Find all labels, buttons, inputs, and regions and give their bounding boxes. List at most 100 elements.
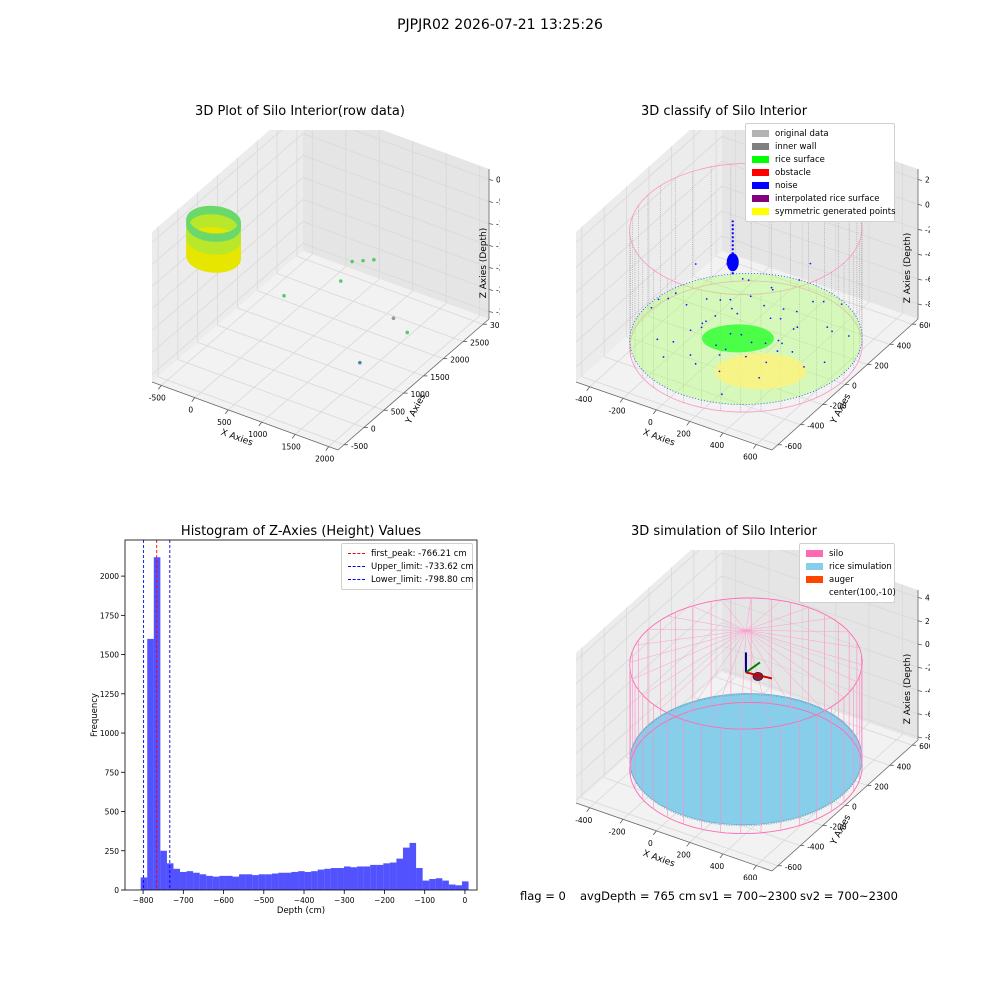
- silo-roof-line: [745, 597, 752, 631]
- legend-item-symmetric-generated-points: symmetric generated points: [752, 205, 896, 218]
- histogram-bar: [239, 874, 246, 890]
- ring-points: [186, 213, 241, 245]
- noise-cluster: [726, 253, 739, 272]
- x-tick-label: 200: [677, 850, 692, 859]
- y-tick-label: 200: [874, 782, 889, 791]
- silo-roof-line: [745, 607, 809, 631]
- y-gridline: [276, 273, 464, 342]
- noise-point: [674, 292, 677, 295]
- histogram-bar: [317, 869, 325, 890]
- z-gridline: [575, 185, 723, 318]
- legend-label: obstacle: [775, 167, 811, 178]
- y-tick-label: 500: [105, 808, 120, 817]
- x-tick-mark: [586, 807, 591, 813]
- noise-point: [714, 315, 717, 317]
- silo-roof-line: [692, 605, 747, 631]
- x-direction-arrow: [745, 671, 773, 680]
- y-tick-label: 1500: [430, 373, 449, 382]
- z-tick-label: 200: [925, 617, 930, 626]
- noise-point: [823, 361, 826, 364]
- x-tick-label: 0: [648, 418, 653, 427]
- x-tick-label: 1500: [282, 442, 301, 451]
- histogram-bar: [337, 868, 344, 890]
- noise-point: [822, 300, 825, 303]
- x-tick-label: −200: [374, 896, 395, 905]
- noise-point: [781, 342, 783, 345]
- rice-surface-dense: [701, 324, 774, 353]
- noise-point: [741, 277, 744, 280]
- noise-point: [736, 312, 739, 315]
- silo-roof-line: [745, 629, 860, 649]
- histogram-bar: [140, 877, 148, 890]
- outlier-point: [405, 330, 410, 335]
- silo-roof-line: [710, 630, 747, 727]
- outlier-point: [361, 258, 365, 263]
- x-tick-mark: [619, 398, 624, 403]
- silo-roof-line: [745, 630, 800, 722]
- histogram-bar: [225, 875, 233, 890]
- x-tick-label: −300: [334, 896, 355, 905]
- noise-point: [764, 342, 767, 345]
- z-tick-mark: [917, 204, 923, 206]
- histogram-bar: [304, 871, 312, 890]
- x-tick-mark: [325, 446, 330, 451]
- x-tick-label: 200: [677, 429, 692, 438]
- x-tick-mark: [157, 385, 162, 390]
- y-tick-label: 400: [897, 762, 912, 771]
- y-tick-label: 750: [105, 768, 120, 777]
- legend-label: center(100,-10): [829, 587, 896, 598]
- panel3-title: Histogram of Z-Axies (Height) Values: [180, 524, 422, 539]
- noise-point: [779, 317, 782, 320]
- y-tick-label: 0: [852, 803, 857, 812]
- depth-histogram: −800 −700 −600 −500 −400 −300 −200 −100 0 0 250 500…: [90, 539, 478, 916]
- z-tick-label: 0: [496, 176, 500, 185]
- legend-swatch: [752, 195, 769, 202]
- legend-line: [348, 566, 365, 567]
- silo-roof-line: [667, 615, 747, 631]
- silo-roof-line: [659, 630, 747, 710]
- z-tick-label: -600: [925, 275, 930, 284]
- x-tick-mark: [653, 409, 657, 415]
- legend-swatch: [752, 208, 769, 215]
- z-tick-mark: [917, 303, 923, 306]
- x-tick-label: −400: [294, 896, 315, 905]
- z-tick-mark: [917, 179, 923, 181]
- y-tick-label: 1250: [100, 690, 119, 699]
- y-gridline: [197, 341, 384, 411]
- y-tick-label: 0: [114, 886, 119, 895]
- noise-point: [744, 355, 747, 358]
- histogram-bar: [160, 850, 167, 890]
- x-tick-mark: [753, 865, 757, 870]
- z-tick-label: -1500: [496, 242, 500, 251]
- histogram-bar: [357, 866, 364, 890]
- z-tick-mark: [917, 736, 923, 739]
- x-axis-label: X Axies: [641, 849, 676, 870]
- histogram-bar: [429, 879, 436, 890]
- x-tick-label: -200: [609, 406, 626, 415]
- x-tick-mark: [753, 444, 757, 449]
- noise-point: [705, 320, 707, 323]
- noise-point: [809, 262, 812, 265]
- y-tick-label: 1000: [100, 729, 119, 738]
- histogram-bar: [245, 874, 253, 890]
- x-gridline: [227, 278, 380, 411]
- z-tick-label: -400: [925, 687, 930, 696]
- y-tick-label: 600: [919, 742, 930, 751]
- silo-roof-line: [745, 629, 850, 633]
- z-tick-mark: [917, 253, 923, 256]
- z-tick-label: -800: [925, 300, 930, 309]
- z-gridline: [575, 598, 723, 731]
- x-tick-mark: [291, 434, 296, 439]
- x-tick-label: -500: [149, 393, 166, 402]
- z-tick-mark: [488, 245, 494, 247]
- x-tick-mark: [653, 830, 657, 836]
- noise-point: [700, 326, 703, 329]
- z-gridline: [721, 622, 919, 691]
- noise-point: [792, 328, 795, 330]
- x-gridline: [194, 266, 347, 398]
- histogram-bar: [324, 868, 331, 890]
- histogram-bar: [153, 557, 161, 890]
- y-tick-label: 3000: [490, 321, 500, 330]
- z-tick-mark: [917, 666, 923, 669]
- y-tick-label: -600: [785, 442, 802, 451]
